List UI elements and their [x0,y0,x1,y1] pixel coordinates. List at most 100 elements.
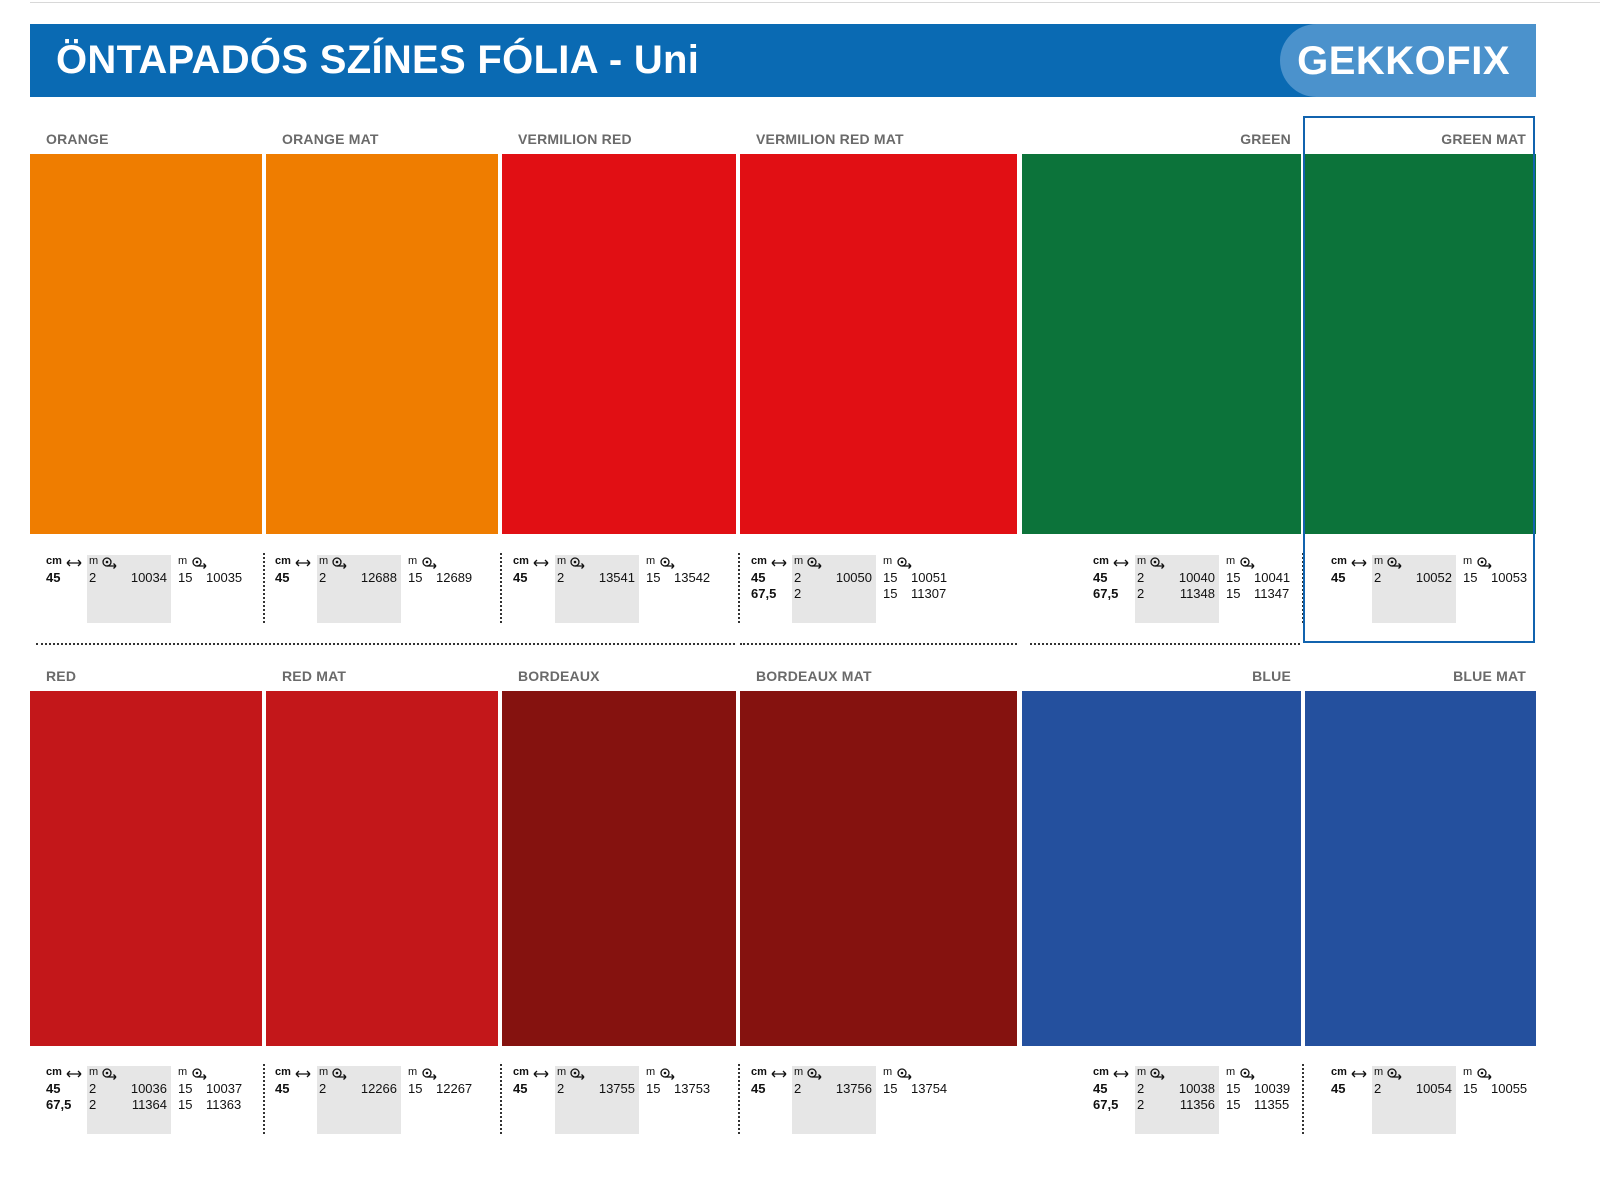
row-separator [740,643,1017,645]
roll-icon [1477,1068,1492,1080]
short-roll-code: 10054 [1415,1081,1452,1096]
color-swatch[interactable] [30,691,262,1046]
long-roll-code: 12267 [436,1081,473,1096]
length-unit-label: m [557,555,567,567]
short-roll-panel [792,555,876,623]
column-separator [500,553,502,623]
width-value: 67,5 [751,586,777,601]
width-arrow-icon [1113,1070,1129,1078]
product-info: cm m m 45 2 15 10041 10040 67,5 2 15 11347 11348 [0,553,1600,623]
roll-icon [807,557,822,569]
short-roll-code: 13756 [835,1081,872,1096]
product-info: cm m m 45 2 15 10035 10034 [0,553,1600,623]
short-roll-code: 10038 [1178,1081,1215,1096]
column-separator [1302,1064,1304,1134]
long-length-value: 15 [646,570,661,585]
width-unit-label: cm [46,1066,62,1078]
short-length-value: 2 [1374,1081,1382,1096]
selected-swatch-frame [1303,116,1535,643]
long-length-value: 15 [178,570,193,585]
roll-icon [192,1068,207,1080]
roll-icon [422,1068,437,1080]
short-roll-code: 12688 [360,570,397,585]
roll-icon [422,557,437,569]
swatch-name: ORANGE MAT [282,131,379,147]
width-value: 45 [1331,570,1346,585]
swatch-name: VERMILION RED [518,131,632,147]
long-length-value: 15 [408,570,423,585]
width-value: 45 [1093,570,1108,585]
color-swatch[interactable] [1305,691,1536,1046]
width-value: 67,5 [1093,1097,1119,1112]
long-roll-code: 13542 [674,570,711,585]
length-unit-label: m [794,1066,804,1078]
swatch-name: RED [46,668,77,684]
roll-icon [102,1068,117,1080]
roll-icon [332,557,347,569]
long-roll-code: 10037 [206,1081,243,1096]
roll-icon [897,557,912,569]
roll-icon [570,1068,585,1080]
long-roll-code: 13753 [674,1081,711,1096]
width-arrow-icon [771,1070,787,1078]
length-unit-label: m [1137,555,1147,567]
width-value: 67,5 [1093,586,1119,601]
width-arrow-icon [66,559,82,567]
swatch-name: BORDEAUX [518,668,600,684]
swatch-name: BLUE MAT [1453,668,1526,684]
width-unit-label: cm [275,555,291,567]
product-info: cm m m 45 2 15 10055 10054 [0,1064,1600,1134]
short-length-value: 2 [794,586,802,601]
short-roll-panel [1135,555,1219,623]
color-swatch[interactable] [502,691,736,1046]
width-value: 45 [46,1081,61,1096]
length-unit-label: m [319,1066,329,1078]
short-length-value: 2 [794,1081,802,1096]
roll-icon [807,1068,822,1080]
column-separator [500,1064,502,1134]
product-info: cm m m 45 2 15 10053 10052 [0,553,1600,623]
width-arrow-icon [533,559,549,567]
length-unit-label: m [1374,555,1384,567]
color-swatch[interactable] [266,154,498,534]
length-unit-label: m [408,555,418,567]
color-swatch[interactable] [1022,691,1301,1046]
width-value: 45 [1093,1081,1108,1096]
length-unit-label: m [89,1066,99,1078]
color-swatch[interactable] [1305,154,1536,534]
width-value: 45 [46,570,61,585]
short-length-value: 2 [319,570,327,585]
long-length-value: 15 [178,1081,193,1096]
page-title: ÖNTAPADÓS SZÍNES FÓLIA - Uni [56,38,700,82]
short-length-value: 2 [89,570,97,585]
short-roll-code: 10050 [835,570,872,585]
color-swatch[interactable] [502,154,736,534]
color-swatch[interactable] [266,691,498,1046]
long-length-value: 15 [1463,570,1478,585]
width-arrow-icon [1351,559,1367,567]
short-length-value: 2 [1137,570,1145,585]
width-value: 67,5 [46,1097,72,1112]
color-swatch[interactable] [30,154,262,534]
length-unit-label: m [883,555,893,567]
color-swatch[interactable] [740,154,1017,534]
short-roll-code: 11364 [131,1097,167,1112]
width-value: 45 [513,570,528,585]
roll-icon [1240,1068,1255,1080]
width-unit-label: cm [1331,1066,1347,1078]
roll-icon [1240,557,1255,569]
column-separator [738,553,740,623]
short-length-value: 2 [89,1097,97,1112]
short-roll-panel [87,555,171,623]
color-swatch[interactable] [740,691,1017,1046]
color-swatch[interactable] [1022,154,1301,534]
column-separator [263,1064,265,1134]
width-value: 45 [751,1081,766,1096]
long-roll-code: 10035 [206,570,243,585]
long-length-value: 15 [1226,1081,1241,1096]
width-arrow-icon [295,559,311,567]
short-roll-code: 10036 [130,1081,167,1096]
roll-icon [570,557,585,569]
width-value: 45 [513,1081,528,1096]
length-unit-label: m [557,1066,567,1078]
